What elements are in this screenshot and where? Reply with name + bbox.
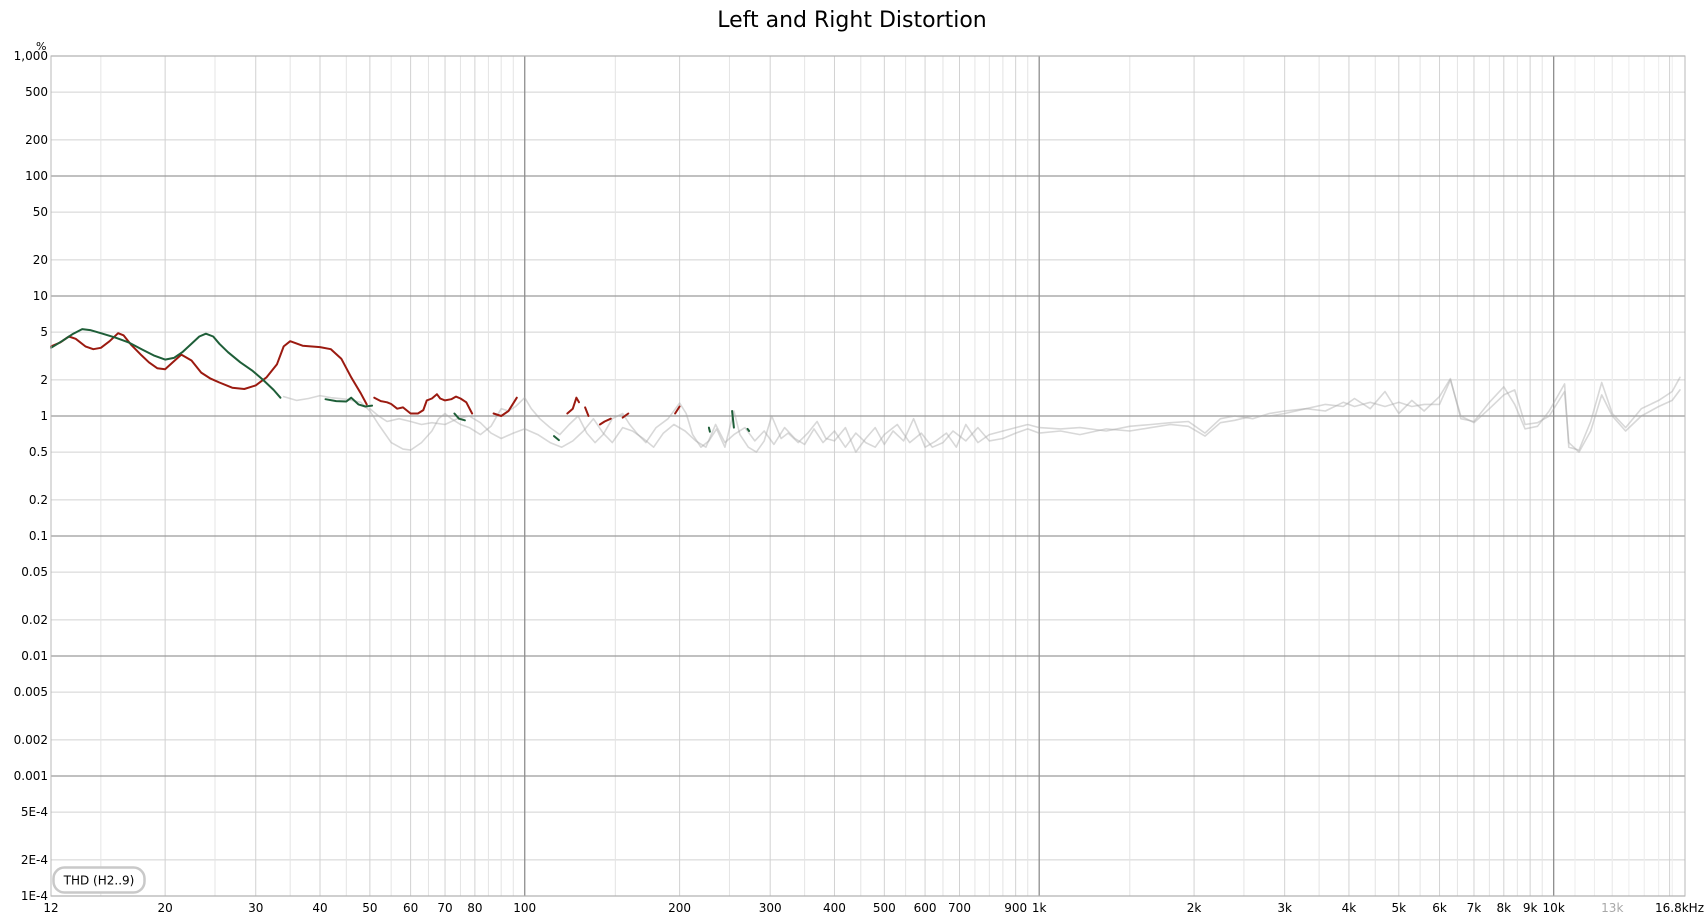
x-tick-label: 12 [43, 901, 58, 915]
y-tick-label: 0.02 [21, 613, 48, 627]
x-tick-label: 6k [1432, 901, 1447, 915]
x-tick-label: 4k [1342, 901, 1357, 915]
series-line-11 [50, 328, 282, 399]
series-line-4 [373, 393, 474, 415]
series-line-13 [453, 412, 466, 422]
x-tick-label: 30 [248, 901, 263, 915]
y-tick-label: 1 [40, 409, 48, 423]
minor-grid-lines [50, 56, 1685, 896]
x-axis-tick-labels: 12 20 30 40 50 60 70 80 100 200 300 400 500 600 700 900… [43, 901, 1704, 915]
y-tick-label: 2E-4 [21, 853, 48, 867]
series-line-10 [674, 405, 681, 415]
y-tick-label: 0.005 [14, 685, 48, 699]
series-line-6 [566, 396, 580, 415]
y-tick-label: 50 [33, 205, 48, 219]
y-tick-label: 0.05 [21, 565, 48, 579]
y-tick-label: 0.1 [29, 529, 48, 543]
legend-box[interactable]: THD (H2..9) [52, 866, 146, 894]
y-tick-label: 5 [40, 325, 48, 339]
x-tick-label: 7k [1467, 901, 1482, 915]
chart-title: Left and Right Distortion [717, 8, 986, 33]
y-tick-label: 0.5 [29, 445, 48, 459]
x-tick-label: 40 [312, 901, 327, 915]
y-tick-label: 2 [40, 373, 48, 387]
y-tick-label: 0.2 [29, 493, 48, 507]
x-tick-label: 8k [1497, 901, 1512, 915]
y-tick-label: 200 [25, 133, 48, 147]
x-tick-label: 100 [513, 901, 536, 915]
y-tick-label: 0.002 [14, 733, 48, 747]
series-line-5 [492, 396, 518, 417]
series-line-16 [731, 410, 735, 429]
x-tick-label: 900 [1004, 901, 1027, 915]
series-line-7 [584, 406, 590, 417]
y-tick-label: 1E-4 [21, 889, 48, 903]
series-line-3 [50, 332, 368, 406]
x-tick-label: 9k [1523, 901, 1538, 915]
y-tick-label: 0.01 [21, 649, 48, 663]
x-tick-label: 700 [948, 901, 971, 915]
legend-frame [52, 866, 146, 894]
x-tick-label: 500 [873, 901, 896, 915]
x-tick-label: 10k [1543, 901, 1565, 915]
series-line-15 [707, 426, 711, 433]
y-tick-label: 1,000 [14, 49, 48, 63]
y-tick-label: 0.001 [14, 769, 48, 783]
x-tick-label: 400 [823, 901, 846, 915]
series-line-14 [553, 435, 560, 442]
x-tick-label: 60 [403, 901, 418, 915]
x-tick-label: 20 [157, 901, 172, 915]
legend-label: THD (H2..9) [63, 874, 135, 888]
y-axis-tick-labels: 1,000 500 200 100 50 20 10 5 2 1 0.5 0.2 0.1 0.05 0.02… [14, 49, 48, 903]
plot-frame [50, 55, 1686, 897]
x-tick-label: 200 [668, 901, 691, 915]
x-tick-label: 3k [1277, 901, 1292, 915]
y-tick-label: 20 [33, 253, 48, 267]
series-line-8 [598, 417, 612, 426]
x-tick-label: 70 [437, 901, 452, 915]
series-line-17 [746, 427, 751, 432]
x-tick-label: 2k [1187, 901, 1202, 915]
x-tick-label: 13k [1601, 901, 1623, 915]
x-tick-label: 16.8kHz [1655, 901, 1704, 915]
series-line-9 [621, 412, 630, 419]
y-unit-label: % [36, 40, 46, 53]
series-line-12 [324, 396, 374, 408]
x-tick-label: 300 [759, 901, 782, 915]
x-tick-label: 600 [914, 901, 937, 915]
y-tick-label: 100 [25, 169, 48, 183]
series-line-1 [282, 376, 1681, 453]
y-tick-label: 500 [25, 85, 48, 99]
x-tick-label: 5k [1392, 901, 1407, 915]
y-tick-label: 10 [33, 289, 48, 303]
y-tick-label: 5E-4 [21, 805, 48, 819]
series-lines [50, 328, 1681, 453]
series-line-2 [369, 379, 1681, 453]
x-tick-label: 50 [362, 901, 377, 915]
x-tick-label: 80 [467, 901, 482, 915]
x-tick-label: 1k [1032, 901, 1047, 915]
